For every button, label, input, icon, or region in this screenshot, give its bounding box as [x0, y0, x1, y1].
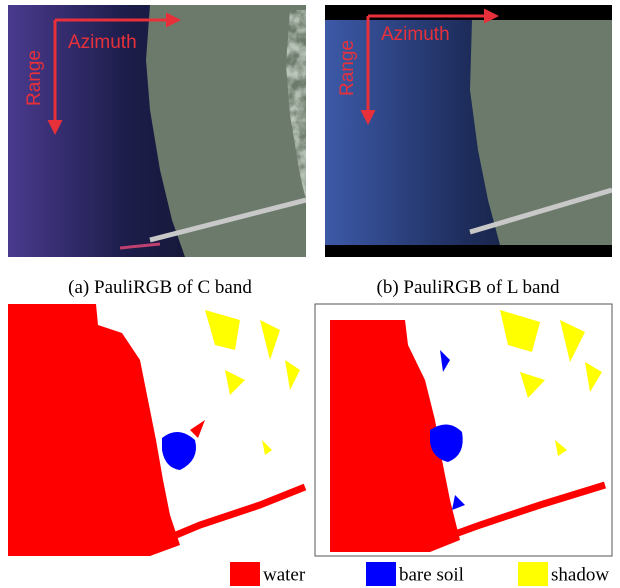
- sar-image-c: [8, 5, 306, 257]
- range-label: Range: [24, 50, 45, 106]
- legend: water bare soil shadow: [230, 562, 609, 586]
- legend-swatch: [518, 562, 548, 586]
- legend-label: water: [263, 564, 306, 585]
- legend-label: shadow: [551, 564, 609, 585]
- legend-label: bare soil: [399, 564, 464, 585]
- class-map-c: [8, 304, 308, 556]
- caption: (b) PauliRGB of L band: [377, 277, 560, 298]
- azimuth-label: Azimuth: [68, 32, 137, 53]
- azimuth-label: Azimuth: [381, 24, 450, 45]
- class-map-l: [314, 303, 613, 557]
- caption: (a) PauliRGB of C band: [68, 277, 252, 298]
- legend-swatch: [366, 562, 396, 586]
- sar-image-l: [325, 5, 612, 257]
- range-label: Range: [337, 40, 358, 96]
- legend-swatch: [230, 562, 260, 586]
